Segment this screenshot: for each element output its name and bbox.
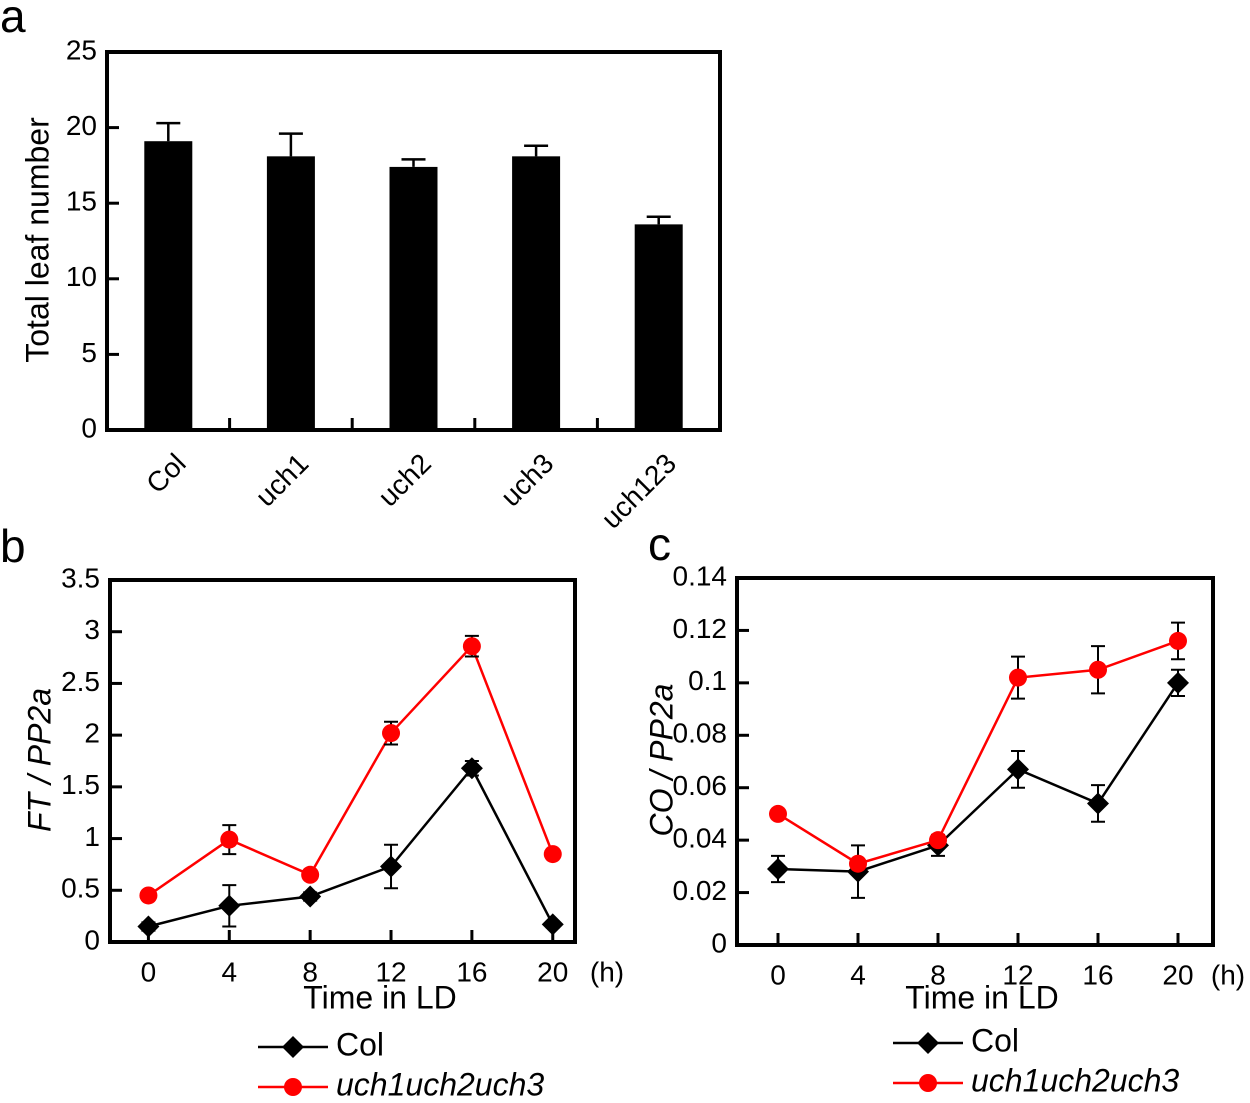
data-point	[382, 724, 401, 743]
legend-label: uch1uch2uch3	[971, 1062, 1179, 1098]
series-line	[148, 765, 554, 928]
data-point	[849, 854, 867, 873]
y-tick-label: 0	[711, 927, 727, 958]
y-tick-label: 0.14	[673, 560, 728, 591]
plot-frame	[105, 50, 722, 432]
legend-label: uch1uch2uch3	[336, 1066, 544, 1102]
x-tick-label: 16	[1082, 959, 1113, 990]
panel-label: c	[648, 518, 671, 570]
data-point	[139, 886, 158, 905]
error-bar	[524, 144, 549, 157]
plot-frame	[735, 576, 1215, 947]
x-unit: (h)	[1211, 959, 1245, 990]
y-tick-label: 0.12	[673, 613, 728, 644]
x-axis-title: Time in LD	[905, 979, 1059, 1015]
y-axis-title: CO / PP2a	[643, 684, 679, 837]
y-tick-label: 0.04	[673, 823, 728, 854]
error-bar	[401, 158, 426, 167]
error-bar	[156, 121, 181, 142]
x-tick-label: 4	[221, 956, 237, 987]
y-axis-title: Total leaf number	[19, 117, 55, 363]
x-unit: (h)	[590, 956, 624, 987]
x-tick-label: 16	[456, 956, 487, 987]
x-tick-label: uch2	[372, 448, 437, 513]
data-point	[137, 915, 160, 938]
y-tick-label: 10	[66, 261, 97, 292]
plot-frame	[108, 578, 577, 944]
data-point	[543, 845, 562, 864]
y-tick-label: 2	[84, 718, 100, 749]
legend-marker	[917, 1032, 939, 1054]
x-tick-label: Col	[140, 448, 192, 500]
data-point	[301, 865, 320, 884]
legend-marker	[284, 1078, 302, 1096]
data-point	[299, 885, 322, 908]
x-tick-label: uch3	[495, 448, 560, 513]
x-tick-label: 20	[1162, 959, 1193, 990]
data-point	[1007, 758, 1029, 781]
y-tick-label: 0.02	[673, 875, 728, 906]
data-point	[1167, 671, 1189, 694]
bar	[634, 224, 683, 430]
y-tick-label: 20	[66, 110, 97, 141]
y-tick-label: 1.5	[61, 769, 100, 800]
y-tick-label: 25	[66, 34, 97, 65]
data-point	[767, 857, 789, 880]
series-line	[777, 682, 1180, 873]
legend-label: Col	[336, 1026, 384, 1062]
y-tick-label: 15	[66, 186, 97, 217]
panel-label: b	[0, 520, 26, 572]
bar	[266, 156, 315, 430]
data-point	[380, 855, 403, 878]
x-tick-label: uch1	[250, 448, 315, 513]
x-tick-label: 12	[375, 956, 406, 987]
panel-label: a	[0, 0, 26, 42]
data-point	[769, 804, 787, 823]
y-tick-label: 0.1	[688, 665, 727, 696]
y-tick-label: 0.06	[673, 770, 728, 801]
y-tick-label: 0.08	[673, 718, 728, 749]
data-point	[541, 913, 564, 936]
data-point	[218, 894, 241, 917]
series-line	[777, 639, 1179, 866]
bar	[389, 166, 438, 431]
x-tick-label: 8	[930, 959, 946, 990]
y-axis-title: FT / PP2a	[21, 688, 57, 832]
x-tick-label: 12	[1002, 959, 1033, 990]
y-tick-label: 5	[81, 337, 97, 368]
y-tick-label: 0	[84, 924, 100, 955]
bar	[512, 156, 561, 430]
legend-marker	[282, 1036, 304, 1058]
bar	[144, 141, 193, 430]
x-tick-label: 0	[141, 956, 157, 987]
y-tick-label: 0	[81, 412, 97, 443]
data-point	[462, 637, 481, 656]
error-bar	[646, 215, 671, 225]
error-bar	[278, 132, 303, 157]
data-point	[1087, 792, 1109, 815]
data-point	[1169, 631, 1187, 650]
x-axis-title: Time in LD	[303, 979, 457, 1015]
data-point	[220, 830, 239, 849]
y-tick-label: 0.5	[61, 873, 100, 904]
x-tick-label: 0	[770, 959, 786, 990]
data-point	[929, 831, 947, 850]
series-line	[147, 643, 554, 897]
data-point	[1089, 660, 1107, 679]
y-tick-label: 3	[84, 614, 100, 645]
x-tick-label: 4	[850, 959, 866, 990]
legend-label: Col	[971, 1022, 1019, 1058]
data-point	[460, 757, 483, 780]
data-point	[1009, 668, 1027, 687]
legend-marker	[919, 1074, 937, 1092]
y-tick-label: 3.5	[61, 562, 100, 593]
y-tick-label: 1	[84, 821, 100, 852]
y-tick-label: 2.5	[61, 666, 100, 697]
x-tick-label: 8	[302, 956, 318, 987]
x-tick-label: 20	[537, 956, 568, 987]
